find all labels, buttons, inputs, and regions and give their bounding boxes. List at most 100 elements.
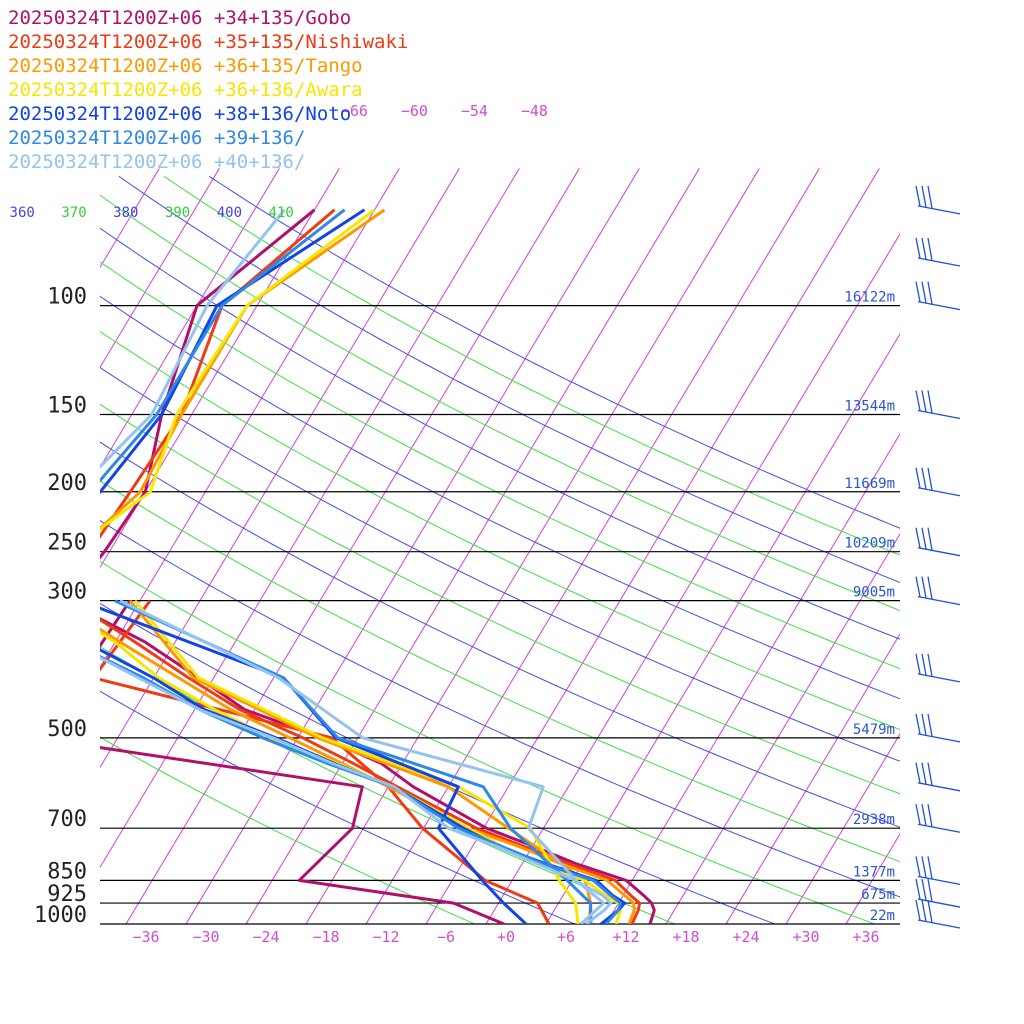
wind-barb: [915, 237, 961, 267]
isotherm-line: [365, 168, 820, 924]
wind-barb: [915, 713, 961, 743]
temperature-profile: [100, 208, 656, 924]
isentrope-line: [209, 175, 900, 529]
legend: 20250324T1200Z+06 +34+135/Gobo 20250324T1…: [8, 7, 408, 173]
temperature-tick-label: +12: [612, 928, 639, 946]
upper-isotherm-label: −66: [341, 102, 368, 120]
barb-feather: [921, 527, 927, 550]
barb-feather: [915, 804, 921, 825]
isotherm-line: [245, 168, 700, 924]
isentrope-line: [100, 227, 900, 640]
isotherm-line: [100, 168, 280, 469]
pressure-label: 300: [47, 580, 87, 605]
temperature-profile: [100, 208, 622, 924]
isentrope-line: [100, 560, 877, 924]
barb-feather: [927, 185, 933, 209]
isentrope-line: [118, 175, 900, 584]
barb-shaft: [917, 257, 961, 267]
wind-barb: [915, 762, 961, 792]
height-label: 22m: [870, 908, 895, 924]
temperature-tick-label: −12: [372, 928, 399, 946]
legend-entry: 20250324T1200Z+06 +36+135/Tango: [8, 55, 363, 77]
barb-shaft: [917, 596, 961, 606]
series-3: [100, 208, 622, 924]
wind-barb: [915, 653, 961, 683]
barb-feather: [915, 467, 921, 488]
wind-barb: [915, 467, 961, 497]
isotherm-line: [785, 733, 900, 924]
pressure-label: 150: [47, 394, 87, 419]
barb-feather: [927, 899, 933, 923]
series-0: [100, 208, 656, 924]
isentrope-line: [100, 690, 576, 924]
dewpoint-profile: [119, 599, 606, 924]
temperature-profile: [100, 208, 613, 924]
sounding-profiles: [100, 208, 656, 924]
isotherm-line: [966, 168, 1024, 924]
barb-feather: [915, 713, 921, 734]
pressure-label: 500: [47, 717, 87, 742]
wind-barb: [915, 804, 961, 833]
barb-feather: [921, 576, 927, 598]
barb-feather: [927, 527, 933, 551]
wind-barb: [915, 281, 961, 311]
pressure-label: 850: [47, 859, 87, 884]
upper-isotherm-label: −60: [401, 102, 428, 120]
temperature-tick-label: −24: [252, 928, 279, 946]
series-6: [100, 208, 613, 924]
barb-feather: [921, 878, 927, 901]
series-2: [100, 208, 636, 924]
wind-barb: [915, 878, 961, 908]
height-label: 16122m: [844, 290, 895, 306]
isotherm-line: [545, 333, 900, 924]
temperature-tick-label: +6: [557, 928, 575, 946]
height-label: 13544m: [844, 399, 895, 415]
barb-feather: [921, 804, 927, 826]
isobar-lines: [100, 305, 900, 925]
barb-feather: [921, 390, 927, 412]
temperature-tick-label: +18: [672, 928, 699, 946]
isotherm-line: [725, 633, 900, 924]
barb-shaft: [917, 409, 961, 420]
temperature-tick-label: −30: [192, 928, 219, 946]
barb-feather: [927, 653, 933, 677]
isotherm-line: [100, 168, 460, 769]
barb-feather: [915, 576, 921, 597]
temperature-profile: [100, 208, 623, 924]
barb-feather: [927, 467, 933, 491]
legend-entry: 20250324T1200Z+06 +40+136/: [8, 151, 305, 173]
barb-shaft: [917, 823, 961, 833]
isentrope-label: 410: [269, 205, 294, 221]
barb-shaft: [917, 782, 961, 792]
isentrope-line: [100, 602, 777, 924]
barb-feather: [915, 856, 921, 877]
upper-isotherm-label: −54: [461, 102, 488, 120]
upper-isotherm-label: −48: [521, 102, 548, 120]
height-label: 5479m: [853, 722, 895, 738]
temperature-profile: [100, 208, 636, 924]
height-label: 10209m: [844, 536, 895, 552]
barb-feather: [915, 878, 921, 900]
barb-feather: [927, 576, 933, 600]
dewpoint-profile: [133, 599, 580, 924]
legend-entry: 20250324T1200Z+06 +34+135/Gobo: [8, 7, 351, 29]
barb-shaft: [917, 673, 961, 683]
barb-feather: [921, 856, 927, 878]
wind-barb: [915, 899, 961, 929]
isentrope-line: [100, 261, 900, 670]
dewpoint-profile: [100, 599, 551, 924]
barb-feather: [915, 185, 921, 206]
barb-shaft: [917, 205, 961, 215]
isotherm-line: [185, 168, 640, 924]
isotherm-line: [425, 168, 880, 924]
temperature-tick-label: +24: [732, 928, 759, 946]
barb-feather: [927, 713, 933, 737]
barb-feather: [915, 281, 921, 302]
isotherm-line: [125, 168, 580, 924]
isentrope-line: [100, 330, 900, 731]
isentrope-label: 400: [217, 205, 242, 221]
height-label: 2938m: [853, 812, 895, 828]
isentrope-line: [100, 403, 900, 795]
height-label: 1377m: [853, 864, 895, 880]
